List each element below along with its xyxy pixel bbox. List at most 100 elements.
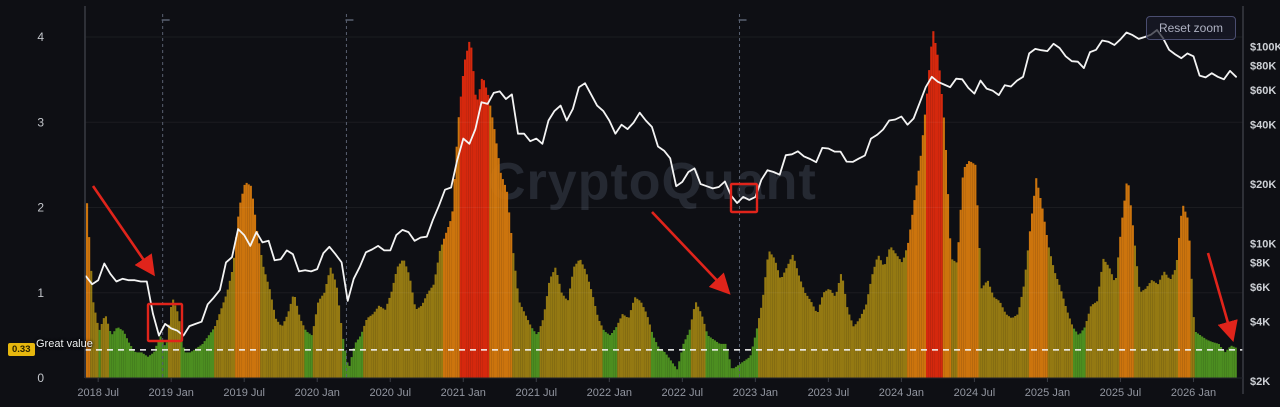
btc-price-line xyxy=(85,29,1237,337)
metric-bar xyxy=(201,344,204,378)
metric-bar xyxy=(1207,340,1210,378)
metric-bar xyxy=(583,268,586,378)
right-axis-label: $100K xyxy=(1250,41,1280,53)
metric-bar xyxy=(277,321,280,378)
x-axis-label: 2022 Jul xyxy=(662,387,704,399)
metric-bar xyxy=(531,328,534,378)
metric-bar xyxy=(888,249,891,378)
metric-bar xyxy=(352,348,355,378)
metric-bar xyxy=(541,320,544,378)
metric-bar xyxy=(193,349,196,378)
x-axis-label: 2023 Jul xyxy=(808,387,850,399)
metric-bar xyxy=(491,117,494,378)
metric-bar xyxy=(182,347,185,378)
metric-bar xyxy=(701,316,704,378)
metric-bar xyxy=(1209,341,1212,378)
metric-bar xyxy=(936,54,939,378)
metric-bar xyxy=(1070,324,1073,378)
metric-bar xyxy=(837,283,840,378)
metric-bar xyxy=(1144,288,1147,378)
metric-bar xyxy=(1148,283,1151,378)
metric-bar xyxy=(359,336,362,378)
reset-zoom-button[interactable]: Reset zoom xyxy=(1145,16,1236,40)
metric-bar xyxy=(1157,284,1160,378)
metric-bar xyxy=(692,309,695,378)
metric-bar xyxy=(1047,247,1050,378)
metric-bar xyxy=(501,179,504,378)
metric-bar xyxy=(1163,271,1166,378)
metric-bar xyxy=(707,336,710,378)
metric-bar xyxy=(361,331,364,378)
metric-bar xyxy=(170,307,173,378)
metric-bar xyxy=(1068,318,1071,378)
metric-bar xyxy=(1194,332,1197,378)
metric-bar xyxy=(556,275,559,378)
metric-bar xyxy=(214,326,217,378)
metric-bar xyxy=(1028,231,1031,378)
metric-bar xyxy=(392,282,395,378)
metric-bar xyxy=(734,366,737,378)
metric-bar xyxy=(342,338,345,378)
metric-bar xyxy=(648,324,651,378)
metric-bar xyxy=(858,318,861,378)
metric-bar xyxy=(134,351,137,378)
metric-bar xyxy=(1150,280,1153,378)
metric-bar xyxy=(596,314,599,378)
metric-bar xyxy=(957,242,960,378)
metric-bar xyxy=(718,343,721,378)
metric-bar xyxy=(222,302,225,378)
metric-bar xyxy=(999,302,1002,378)
x-axis-label: 2023 Jan xyxy=(733,387,778,399)
x-axis-label: 2021 Jan xyxy=(441,387,486,399)
metric-bar xyxy=(344,350,347,378)
left-axis-label: 4 xyxy=(37,30,44,44)
metric-bar xyxy=(665,354,668,378)
metric-bar xyxy=(604,332,607,378)
metric-bar xyxy=(749,355,752,378)
metric-bar xyxy=(762,294,765,378)
metric-bar xyxy=(470,47,473,378)
metric-bar xyxy=(499,172,502,378)
metric-bar xyxy=(142,353,145,378)
metric-bar xyxy=(606,333,609,378)
metric-bar xyxy=(812,306,815,378)
metric-bar xyxy=(268,289,271,378)
metric-bar xyxy=(533,331,536,378)
metric-bar xyxy=(1049,256,1052,378)
left-axis-label: 2 xyxy=(37,201,44,215)
metric-bar xyxy=(117,327,120,378)
metric-bar xyxy=(745,359,748,378)
metric-bar xyxy=(436,262,439,378)
metric-bar xyxy=(325,284,328,378)
x-axis-label: 2024 Jul xyxy=(954,387,996,399)
metric-bar xyxy=(451,211,454,378)
metric-bar xyxy=(1005,314,1008,378)
metric-bar xyxy=(629,310,632,378)
metric-bar xyxy=(711,339,714,378)
metric-bar xyxy=(705,331,708,378)
metric-bar xyxy=(1066,312,1069,378)
metric-bar xyxy=(863,309,866,378)
metric-bar xyxy=(390,291,393,378)
metric-bar xyxy=(632,302,635,378)
metric-bar xyxy=(304,329,307,378)
metric-bar xyxy=(1073,328,1076,378)
metric-bar xyxy=(543,309,546,378)
metric-bar xyxy=(506,191,509,378)
metric-bar xyxy=(356,339,359,378)
metric-bar xyxy=(642,307,645,378)
metric-bar xyxy=(539,326,542,378)
metric-bar xyxy=(516,288,519,378)
metric-bar xyxy=(625,317,628,378)
metric-bar xyxy=(640,302,643,378)
metric-bar xyxy=(657,346,660,378)
metric-bar xyxy=(709,337,712,378)
metric-bar xyxy=(165,342,168,378)
metric-bar xyxy=(806,295,809,378)
metric-bar xyxy=(1217,344,1220,378)
metric-bar xyxy=(997,300,1000,378)
metric-bar xyxy=(667,357,670,378)
metric-bar xyxy=(508,212,511,378)
metric-bar xyxy=(455,146,458,378)
